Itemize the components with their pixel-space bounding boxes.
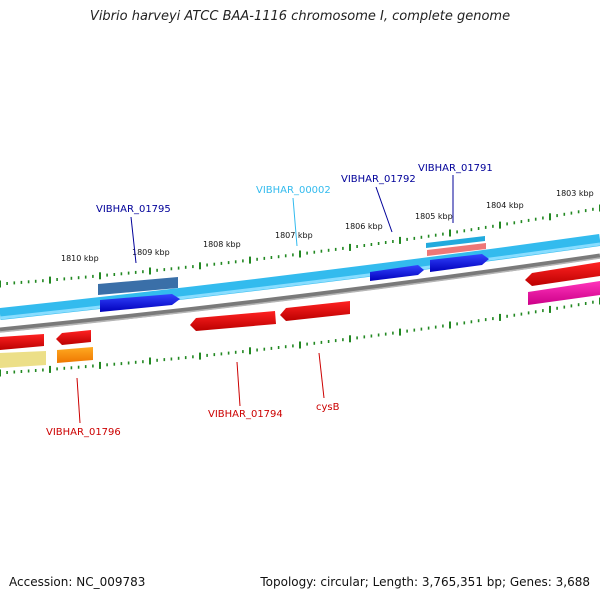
callout-cysb — [318, 352, 325, 399]
map-title: Vibrio harveyi ATCC BAA-1116 chromosome … — [89, 9, 511, 24]
gene-forward-arrow[interactable] — [430, 254, 489, 272]
tick-label-1810: 1810 kbp — [61, 254, 99, 263]
tick-label-1805: 1805 kbp — [415, 212, 453, 221]
callout-vibhar-01794 — [236, 361, 241, 407]
reverse-genes — [0, 262, 600, 368]
backbone-outer-ring — [0, 234, 600, 320]
label-vibhar-01795[interactable]: VIBHAR_01795 — [96, 204, 171, 215]
gene-vibhar-01795-feature[interactable] — [98, 277, 178, 295]
backbone-inner-highlight — [0, 257, 600, 333]
backbone-inner-ring — [0, 253, 600, 333]
tick-label-1803: 1803 kbp — [556, 189, 594, 198]
gene-labels: VIBHAR_01795 VIBHAR_00002 VIBHAR_01792 V… — [46, 163, 493, 438]
gene-cysb-feature[interactable] — [280, 301, 350, 321]
outer-tick-ring — [0, 204, 600, 288]
callout-lines — [76, 175, 454, 424]
gene-pink-feature[interactable] — [427, 243, 486, 256]
tick-label-1808: 1808 kbp — [203, 240, 241, 249]
tick-label-1807: 1807 kbp — [275, 231, 313, 240]
gene-reverse-arrow[interactable] — [0, 334, 44, 350]
backbone — [0, 234, 600, 333]
gene-reverse-arrow[interactable] — [56, 330, 91, 345]
accession-text: Accession: NC_009783 — [9, 575, 146, 589]
label-vibhar-01794[interactable]: VIBHAR_01794 — [208, 409, 283, 420]
tick-label-1809: 1809 kbp — [132, 248, 170, 257]
gene-vibhar-00002-feature[interactable] — [426, 236, 485, 248]
gene-magenta-feature[interactable] — [528, 281, 600, 305]
inner-tick-ring — [0, 297, 600, 377]
label-vibhar-01796[interactable]: VIBHAR_01796 — [46, 427, 121, 438]
forward-genes — [98, 236, 489, 312]
callout-vibhar-01792 — [375, 186, 393, 233]
callout-vibhar-00002 — [292, 197, 298, 247]
label-vibhar-01791[interactable]: VIBHAR_01791 — [418, 163, 493, 174]
backbone-outer-highlight — [0, 242, 600, 320]
callout-vibhar-01796 — [76, 377, 81, 424]
gene-forward-arrow[interactable] — [100, 294, 180, 312]
label-vibhar-01792[interactable]: VIBHAR_01792 — [341, 174, 416, 185]
label-cysb[interactable]: cysB — [316, 402, 340, 413]
gene-vibhar-01794-feature[interactable] — [190, 311, 276, 331]
tick-label-1804: 1804 kbp — [486, 201, 524, 210]
scale-labels: 1810 kbp 1809 kbp 1808 kbp 1807 kbp 1806… — [61, 189, 594, 263]
genome-summary-text: Topology: circular; Length: 3,765,351 bp… — [260, 575, 590, 589]
gene-forward-arrow[interactable] — [370, 265, 424, 281]
label-vibhar-00002[interactable]: VIBHAR_00002 — [256, 185, 331, 196]
gene-reverse-arrow[interactable] — [525, 262, 600, 286]
gene-yellow-feature[interactable] — [0, 351, 46, 368]
callout-vibhar-01795 — [130, 216, 137, 264]
gene-orange-feature[interactable] — [57, 347, 93, 363]
tick-label-1806: 1806 kbp — [345, 222, 383, 231]
